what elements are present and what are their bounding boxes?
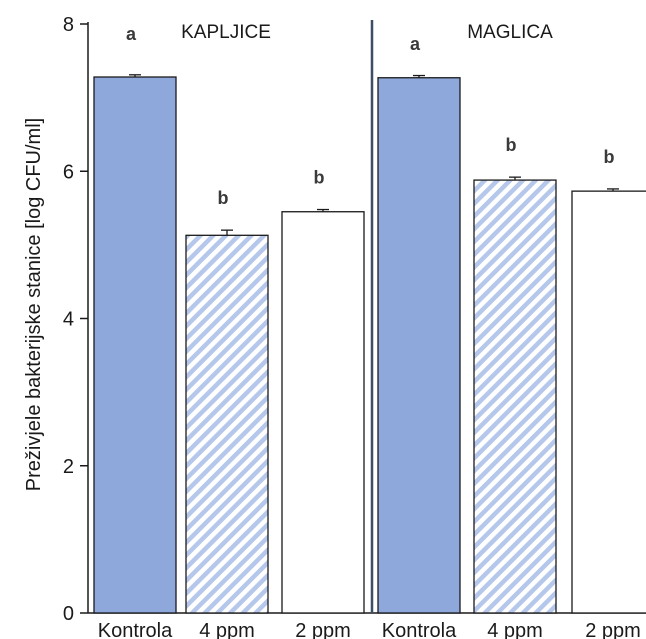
bar <box>571 190 646 614</box>
x-tick-label: Kontrola <box>382 620 457 639</box>
y-tick-label: 4 <box>63 309 74 331</box>
significance-letter: a <box>410 34 421 54</box>
x-tick-label: 2 ppm <box>295 620 351 639</box>
y-tick-label: 6 <box>63 161 74 183</box>
significance-letter: b <box>506 135 517 155</box>
plot-area: 0 2 4 6 8 Preživjele bakterijske stanice [log… <box>23 14 646 639</box>
bar <box>185 234 269 614</box>
significance-letter: b <box>314 168 325 188</box>
y-axis-title: Preživjele bakterijske stanice [log CFU/… <box>23 118 45 491</box>
x-tick-label: 4 ppm <box>487 620 543 639</box>
significance-letter: a <box>126 24 137 44</box>
group-label: MAGLICA <box>467 22 553 43</box>
group-label: KAPLJICE <box>181 22 271 43</box>
y-tick-label: 0 <box>63 603 74 625</box>
bar <box>281 211 365 614</box>
x-tick-label: 4 ppm <box>199 620 255 639</box>
significance-letter: b <box>604 147 615 167</box>
significance-letter: b <box>218 188 229 208</box>
bar <box>473 179 557 614</box>
x-tick-label: Kontrola <box>98 620 173 639</box>
bar <box>377 77 461 614</box>
y-tick-label: 8 <box>63 14 74 36</box>
y-tick-label: 2 <box>63 456 74 478</box>
bar <box>93 76 177 614</box>
x-tick-label: 2 ppm <box>585 620 641 639</box>
